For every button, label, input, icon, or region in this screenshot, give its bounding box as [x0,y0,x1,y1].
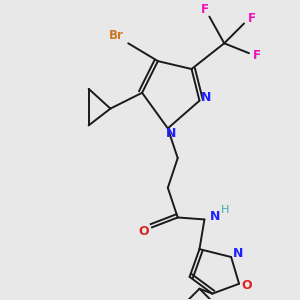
Text: O: O [242,279,252,292]
Text: N: N [166,127,176,140]
Text: Br: Br [109,29,124,42]
Text: O: O [139,225,149,238]
Text: N: N [233,247,243,260]
Text: N: N [201,91,212,104]
Text: F: F [248,12,256,25]
Text: N: N [209,210,220,223]
Text: H: H [221,205,230,214]
Text: F: F [200,3,208,16]
Text: F: F [253,49,261,62]
